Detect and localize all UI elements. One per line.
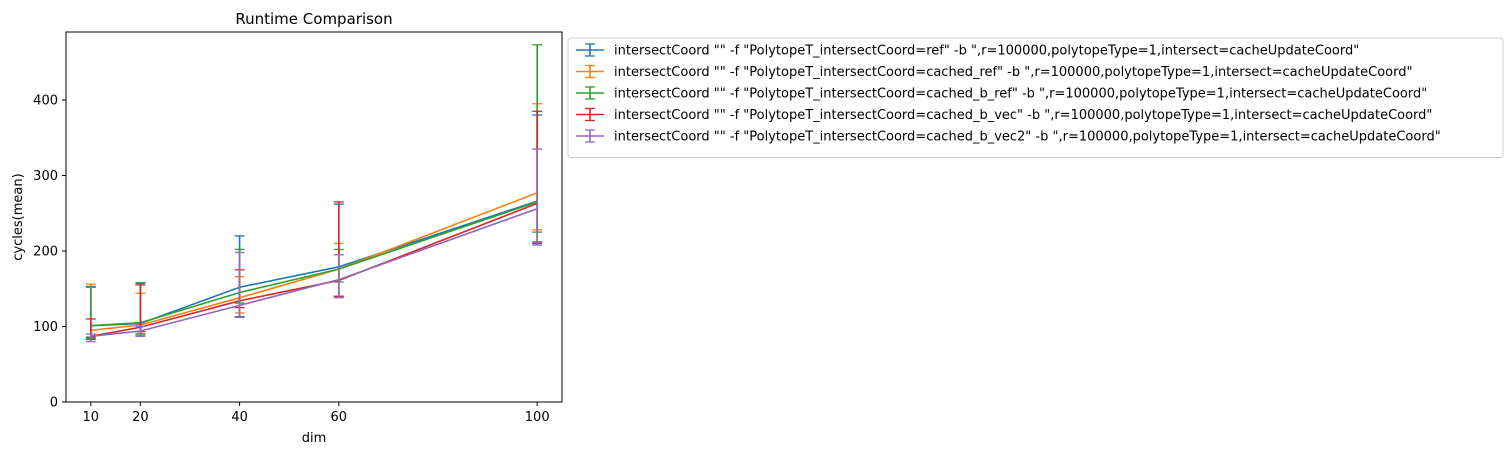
- legend-entry: intersectCoord "" -f "PolytopeT_intersec…: [576, 86, 1427, 102]
- series-4: [85, 110, 543, 340]
- y-tick-label: 200: [33, 244, 58, 259]
- legend-box: [567, 37, 1504, 158]
- x-tick-label: 100: [525, 410, 550, 425]
- legend-label: intersectCoord "" -f "PolytopeT_intersec…: [614, 65, 1412, 80]
- legend-label: intersectCoord "" -f "PolytopeT_intersec…: [614, 130, 1441, 145]
- series-5: [85, 148, 543, 343]
- y-axis-label: cycles(mean): [11, 173, 26, 260]
- legend-entry: intersectCoord "" -f "PolytopeT_intersec…: [576, 43, 1359, 59]
- x-tick-label: 60: [331, 410, 348, 425]
- series-line: [90, 200, 538, 327]
- legend-label: intersectCoord "" -f "PolytopeT_intersec…: [614, 44, 1359, 59]
- axes: 10 20 40 60 100 0 100 200 300 400: [33, 31, 563, 425]
- plot-area: [85, 44, 543, 343]
- y-tick-label: 300: [33, 169, 58, 184]
- legend-label: intersectCoord "" -f "PolytopeT_intersec…: [614, 87, 1427, 102]
- x-tick-label: 20: [132, 410, 149, 425]
- legend: intersectCoord "" -f "PolytopeT_intersec…: [567, 37, 1504, 158]
- x-tick-label: 40: [231, 410, 248, 425]
- y-tick-label: 400: [33, 93, 58, 108]
- legend-entry: intersectCoord "" -f "PolytopeT_intersec…: [576, 64, 1412, 80]
- y-tick-label: 0: [50, 396, 58, 411]
- series-1: [85, 114, 543, 339]
- legend-entry: intersectCoord "" -f "PolytopeT_intersec…: [576, 107, 1432, 123]
- legend-label: intersectCoord "" -f "PolytopeT_intersec…: [614, 108, 1432, 123]
- series-3: [85, 44, 543, 338]
- x-tick-label: 10: [83, 410, 100, 425]
- x-axis-label: dim: [302, 431, 327, 446]
- plot-frame: [65, 31, 563, 403]
- series-line: [90, 201, 538, 327]
- legend-entry: intersectCoord "" -f "PolytopeT_intersec…: [576, 129, 1441, 145]
- y-tick-label: 100: [33, 320, 58, 335]
- series-line: [90, 192, 538, 332]
- chart-title: Runtime Comparison: [235, 10, 392, 28]
